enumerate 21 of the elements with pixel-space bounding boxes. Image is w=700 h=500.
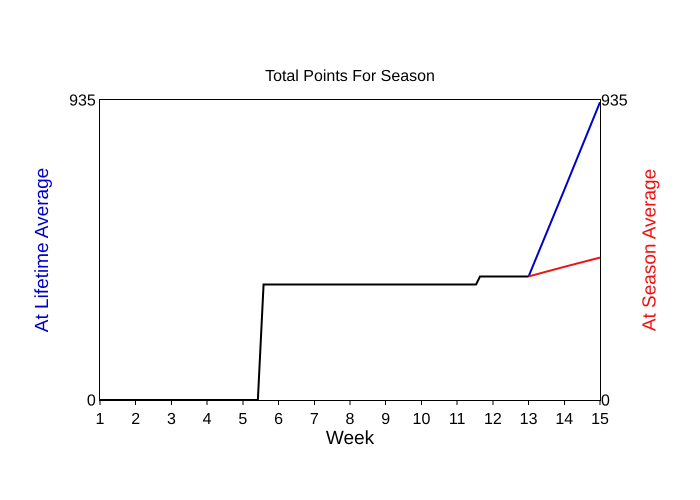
- x-tick-label: 3: [166, 411, 176, 428]
- x-tick-label: 8: [346, 411, 355, 428]
- x-tick-label: 12: [484, 411, 502, 428]
- x-tick-label: 9: [381, 411, 390, 428]
- x-axis-title: Week: [326, 428, 375, 450]
- x-tick-label: 2: [131, 411, 140, 428]
- y-axis-title: At Lifetime Average: [32, 168, 53, 332]
- x-tick-label: 11: [448, 411, 466, 428]
- x-tick-label: 5: [238, 411, 248, 428]
- x-tick-label: 13: [520, 411, 538, 428]
- chart-title: Total Points For Season: [265, 68, 435, 86]
- y2-tick-label: 0: [601, 392, 610, 410]
- x-tick-label: 4: [202, 411, 212, 428]
- x-tick-label: 10: [412, 411, 430, 428]
- x-tick-label: 15: [591, 411, 609, 428]
- y2-axis-title: At Season Average: [640, 168, 661, 332]
- x-tick-label: 7: [310, 411, 319, 428]
- x-tick-label: 6: [274, 411, 284, 428]
- y2-tick-label: 935: [601, 92, 628, 110]
- x-tick-label: 14: [555, 411, 574, 428]
- x-tick-label: 1: [96, 411, 105, 428]
